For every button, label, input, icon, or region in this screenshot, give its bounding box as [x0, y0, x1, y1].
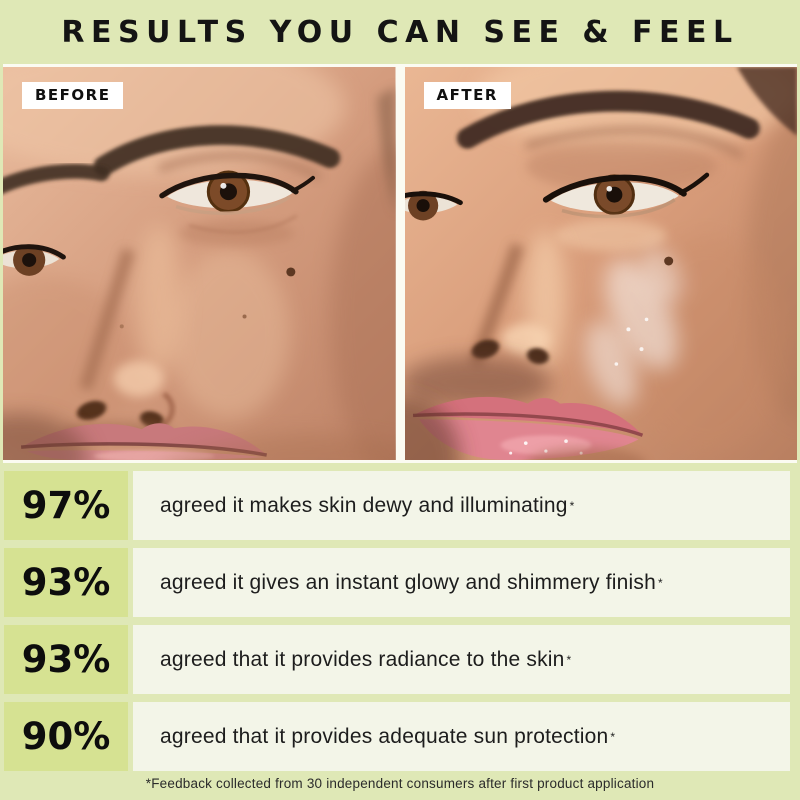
stat-row-1: 97% agreed it makes skin dewy and illumi…	[4, 471, 790, 540]
after-photo: AFTER	[404, 67, 797, 460]
stat-percent-2: 93%	[4, 548, 128, 617]
before-face-illustration	[3, 67, 396, 460]
before-badge: BEFORE	[22, 82, 124, 109]
stat-row-2: 93% agreed it gives an instant glowy and…	[4, 548, 790, 617]
before-after-comparison: BEFORE	[3, 64, 797, 463]
cheek-mole	[663, 256, 673, 266]
stats-list: 97% agreed it makes skin dewy and illumi…	[4, 471, 790, 771]
stat-text-3: agreed that it provides radiance to the …	[133, 625, 790, 694]
stat-claim-3: agreed that it provides radiance to the …	[160, 647, 565, 671]
after-face-illustration	[404, 67, 797, 460]
stat-claim-1: agreed it makes skin dewy and illuminati…	[160, 493, 568, 517]
footnote-text: *Feedback collected from 30 independent …	[145, 776, 655, 791]
stat-text-1: agreed it makes skin dewy and illuminati…	[133, 471, 790, 540]
stat-text-2: agreed it gives an instant glowy and shi…	[133, 548, 790, 617]
stat-text-4: agreed that it provides adequate sun pro…	[133, 702, 790, 771]
page-title: RESULTS YOU CAN SEE & FEEL	[61, 14, 739, 50]
after-badge: AFTER	[423, 82, 511, 109]
stat-claim-2: agreed it gives an instant glowy and shi…	[160, 570, 656, 594]
stat-percent-1: 97%	[4, 471, 128, 540]
stat-claim-4: agreed that it provides adequate sun pro…	[160, 724, 609, 748]
stat-row-4: 90% agreed that it provides adequate sun…	[4, 702, 790, 771]
stat-percent-3: 93%	[4, 625, 128, 694]
stat-row-3: 93% agreed that it provides radiance to …	[4, 625, 790, 694]
before-photo: BEFORE	[3, 67, 396, 460]
stat-percent-4: 90%	[4, 702, 128, 771]
cheek-mole	[286, 267, 296, 277]
